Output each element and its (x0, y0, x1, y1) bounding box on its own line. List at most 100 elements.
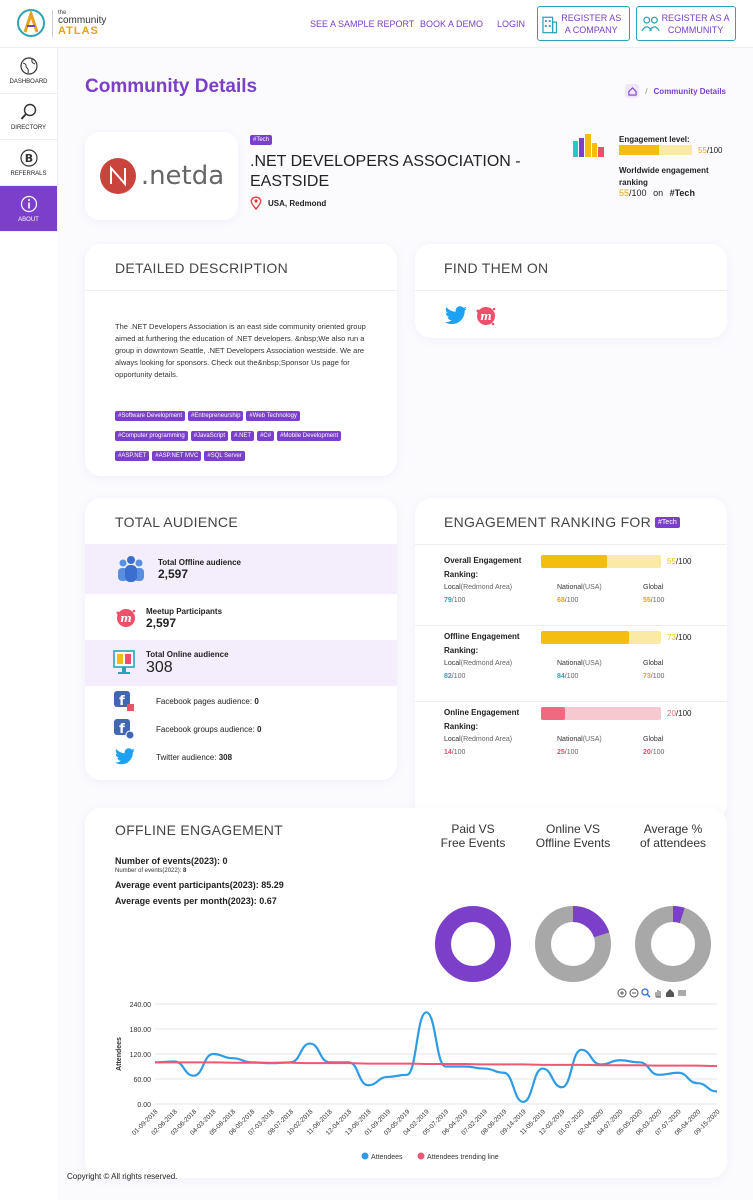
local-rank-area: (Redmond Area) (460, 660, 513, 667)
offline-engagement-card: OFFLINE ENGAGEMENT Number of events(2023… (85, 808, 727, 1178)
zoom-in-icon[interactable] (617, 988, 627, 998)
events-prev-value: 8 (183, 868, 187, 874)
fb-groups-text: Facebook groups audience: 0 (156, 725, 261, 734)
building-icon (542, 16, 558, 33)
description-tag[interactable]: #ASP.NET MVC (152, 451, 202, 461)
engagement-row-score-value: 20 (667, 709, 676, 718)
events-value: 0 (222, 856, 228, 866)
nav-sample-report[interactable]: SEE A SAMPLE REPORT (310, 19, 415, 29)
national-rank-name: National (557, 660, 583, 667)
description-tag[interactable]: #Mobile Development (277, 431, 342, 441)
description-tag[interactable]: #ASP.NET (115, 451, 150, 461)
offline-audience-row: Total Offline audience 2,597 (85, 544, 397, 594)
register-company-label: REGISTER AS A COMPANY (561, 12, 622, 35)
sidebar-item-directory[interactable]: DIRECTORY (0, 94, 57, 140)
national-rank-label: National(USA) (557, 736, 602, 743)
donut-title-line2: of attendees (639, 836, 707, 850)
description-tag[interactable]: #Software Development (115, 411, 186, 421)
nav-login[interactable]: LOGIN (497, 19, 526, 29)
pan-icon[interactable] (653, 988, 663, 998)
zoom-out-icon[interactable] (629, 988, 639, 998)
engagement-ranking-tag[interactable]: #Tech (655, 516, 680, 528)
community-tag[interactable]: #Tech (250, 135, 273, 145)
community-location: USA, Redmond (250, 196, 326, 210)
legend-label: Attendees (371, 1154, 403, 1161)
register-community-button[interactable]: REGISTER AS A COMMUNITY (636, 6, 736, 41)
national-rank-area: (USA) (582, 660, 602, 667)
local-rank-value: 82/100 (444, 673, 465, 680)
meetup-icon[interactable]: m (475, 305, 497, 327)
events-prev-label: Number of events(2022): (115, 868, 182, 874)
audience-card: TOTAL AUDIENCE Total Offline audience 2,… (85, 498, 397, 780)
national-rank-area: (USA) (582, 736, 602, 743)
global-rank-max: /100 (650, 749, 665, 756)
events-label: Number of events(2023): (115, 856, 221, 866)
menu-icon[interactable] (677, 988, 687, 998)
ranking-score: 55 (619, 188, 630, 198)
magnify-icon[interactable] (641, 988, 651, 998)
footer-copyright: Copyright © All rights reserved. (67, 1172, 178, 1181)
engagement-score-max: /100 (706, 146, 723, 155)
logo[interactable]: the community ATLAS (16, 8, 106, 38)
global-rank-value: 55/100 (643, 597, 664, 604)
local-rank-label: Local(Redmond Area) (444, 660, 512, 667)
ranking-value: 55/100 on #Tech (619, 188, 695, 198)
national-rank-value: 68/100 (557, 597, 578, 604)
people-icon (641, 16, 660, 31)
fb-groups-label: Facebook groups audience: (156, 724, 255, 734)
global-rank-score: 55 (643, 597, 651, 604)
engagement-row-score-max: /100 (675, 557, 692, 566)
sidebar-item-about[interactable]: ABOUT (0, 186, 57, 232)
community-name: .NET DEVELOPERS ASSOCIATION - EASTSIDE (250, 153, 521, 190)
national-rank-max: /100 (564, 597, 579, 604)
national-rank-label: National(USA) (557, 584, 602, 591)
meetup-row: m Meetup Participants 2,597 (85, 598, 397, 638)
top-navbar: the community ATLAS SEE A SAMPLE REPORT … (0, 0, 753, 48)
avg-participants-value: 85.29 (261, 880, 284, 890)
attendees-line-chart: 0.0060.00120.00180.00240.00Attendees01-0… (116, 1002, 722, 1161)
global-rank-label: Global (643, 736, 663, 743)
description-tag[interactable]: #Entrepreneurship (188, 411, 244, 421)
donut-ring (635, 906, 711, 982)
breadcrumb-current: Community Details (653, 86, 726, 96)
home-icon[interactable] (625, 84, 640, 98)
description-tag[interactable]: #Web Technology (246, 411, 300, 421)
engagement-score-value: 55 (698, 146, 707, 155)
description-tag[interactable]: #Computer programming (115, 431, 188, 441)
sidebar-item-referrals[interactable]: B REFERRALS (0, 140, 57, 186)
nav-book-demo[interactable]: BOOK A DEMO (420, 19, 484, 29)
local-rank-max: /100 (451, 597, 466, 604)
national-rank-value: 25/100 (557, 749, 578, 756)
register-company-button[interactable]: REGISTER AS A COMPANY (537, 6, 630, 41)
map-pin-icon (250, 196, 262, 210)
engagement-bar (541, 555, 661, 568)
donut-chart (435, 906, 511, 982)
sidebar-item-label: DASHBOARD (9, 78, 48, 85)
engagement-row-score-value: 73 (667, 633, 676, 642)
svg-text:m: m (480, 310, 492, 323)
series-line-trend (155, 1061, 718, 1068)
engagement-row-title: Overall Engagement (444, 556, 522, 565)
description-tag[interactable]: #C# (257, 431, 275, 441)
twitter-icon (115, 748, 135, 765)
engagement-bar (541, 707, 661, 720)
sidebar-item-dashboard[interactable]: DASHBOARD (0, 48, 57, 94)
local-rank-max: /100 (451, 673, 466, 680)
engagement-row-title2: Ranking: (444, 570, 479, 579)
engagement-row-score-max: /100 (675, 709, 692, 718)
donut-title: Average % of attendees (623, 822, 723, 850)
description-text: The .NET Developers Association is an ea… (115, 322, 366, 379)
legend-marker (417, 1152, 425, 1160)
description-tag[interactable]: #JavaScript (190, 431, 229, 441)
twitter-icon[interactable] (444, 306, 468, 326)
national-rank-score: 84 (557, 673, 565, 680)
audience-heading: TOTAL AUDIENCE (115, 514, 238, 530)
description-tag[interactable]: #SQL Server (204, 451, 245, 461)
meetup-label: Meetup Participants (146, 606, 223, 616)
events-count: Number of events(2023): 0 (115, 856, 284, 866)
home-icon[interactable] (665, 988, 675, 998)
page-title: Community Details (85, 76, 258, 97)
community-logo: .netda (85, 132, 238, 220)
facebook-groups-icon: f (114, 719, 134, 739)
description-tag[interactable]: #.NET (231, 431, 255, 441)
